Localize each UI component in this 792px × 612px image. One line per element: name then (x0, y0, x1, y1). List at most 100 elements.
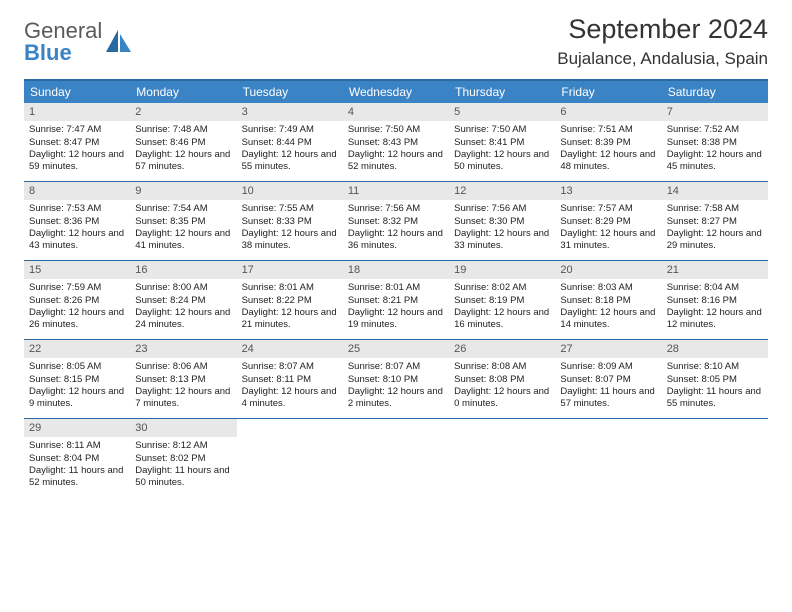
sunrise-line: Sunrise: 7:56 AM (454, 203, 550, 215)
day-body: Sunrise: 8:07 AMSunset: 8:11 PMDaylight:… (237, 360, 343, 414)
day-body: Sunrise: 8:05 AMSunset: 8:15 PMDaylight:… (24, 360, 130, 414)
weekday-header: Thursday (449, 81, 555, 103)
day-number: 6 (555, 103, 661, 121)
sunset-line: Sunset: 8:46 PM (135, 137, 231, 149)
day-body: Sunrise: 8:00 AMSunset: 8:24 PMDaylight:… (130, 281, 236, 335)
sunrise-line: Sunrise: 8:03 AM (560, 282, 656, 294)
sunrise-line: Sunrise: 8:02 AM (454, 282, 550, 294)
weeks-container: 1Sunrise: 7:47 AMSunset: 8:47 PMDaylight… (24, 103, 768, 497)
daylight-line: Daylight: 12 hours and 7 minutes. (135, 386, 231, 411)
day-cell: 24 Sunrise: 8:07 AMSunset: 8:11 PMDayligh… (237, 340, 343, 418)
day-body: Sunrise: 8:06 AMSunset: 8:13 PMDaylight:… (130, 360, 236, 414)
sunset-line: Sunset: 8:16 PM (667, 295, 763, 307)
sunset-line: Sunset: 8:02 PM (135, 453, 231, 465)
day-body: Sunrise: 7:48 AMSunset: 8:46 PMDaylight:… (130, 123, 236, 177)
day-number: 21 (662, 261, 768, 279)
sunset-line: Sunset: 8:26 PM (29, 295, 125, 307)
day-body: Sunrise: 8:11 AMSunset: 8:04 PMDaylight:… (24, 439, 130, 493)
day-cell: 4Sunrise: 7:50 AMSunset: 8:43 PMDaylight… (343, 103, 449, 181)
day-body: Sunrise: 7:53 AMSunset: 8:36 PMDaylight:… (24, 202, 130, 256)
sunrise-line: Sunrise: 8:11 AM (29, 440, 125, 452)
calendar-grid: SundayMondayTuesdayWednesdayThursdayFrid… (24, 79, 768, 497)
weekday-header: Tuesday (237, 81, 343, 103)
weekday-header: Sunday (24, 81, 130, 103)
sunrise-line: Sunrise: 8:04 AM (667, 282, 763, 294)
title-block: September 2024 Bujalance, Andalusia, Spa… (557, 14, 768, 69)
daylight-line: Daylight: 12 hours and 59 minutes. (29, 149, 125, 174)
daylight-line: Daylight: 12 hours and 21 minutes. (242, 307, 338, 332)
day-number: 9 (130, 182, 236, 200)
day-body: Sunrise: 8:01 AMSunset: 8:21 PMDaylight:… (343, 281, 449, 335)
daylight-line: Daylight: 12 hours and 4 minutes. (242, 386, 338, 411)
day-cell: 23Sunrise: 8:06 AMSunset: 8:13 PMDayligh… (130, 340, 236, 418)
daylight-line: Daylight: 12 hours and 33 minutes. (454, 228, 550, 253)
day-cell: 29Sunrise: 8:11 AMSunset: 8:04 PMDayligh… (24, 419, 130, 497)
daylight-line: Daylight: 12 hours and 0 minutes. (454, 386, 550, 411)
week-row: 15Sunrise: 7:59 AMSunset: 8:26 PMDayligh… (24, 261, 768, 340)
day-number: 17 (237, 261, 343, 279)
sunset-line: Sunset: 8:21 PM (348, 295, 444, 307)
day-cell: 12Sunrise: 7:56 AMSunset: 8:30 PMDayligh… (449, 182, 555, 260)
day-number: 24 (237, 340, 343, 358)
day-number: 7 (662, 103, 768, 121)
day-body: Sunrise: 8:02 AMSunset: 8:19 PMDaylight:… (449, 281, 555, 335)
brand-sail-icon (104, 28, 134, 56)
daylight-line: Daylight: 12 hours and 19 minutes. (348, 307, 444, 332)
sunset-line: Sunset: 8:27 PM (667, 216, 763, 228)
empty-cell (555, 419, 661, 497)
day-cell: 1Sunrise: 7:47 AMSunset: 8:47 PMDaylight… (24, 103, 130, 181)
daylight-line: Daylight: 12 hours and 48 minutes. (560, 149, 656, 174)
sunset-line: Sunset: 8:04 PM (29, 453, 125, 465)
daylight-line: Daylight: 12 hours and 52 minutes. (348, 149, 444, 174)
sunset-line: Sunset: 8:36 PM (29, 216, 125, 228)
daylight-line: Daylight: 12 hours and 26 minutes. (29, 307, 125, 332)
day-body: Sunrise: 7:55 AMSunset: 8:33 PMDaylight:… (237, 202, 343, 256)
day-cell: 11Sunrise: 7:56 AMSunset: 8:32 PMDayligh… (343, 182, 449, 260)
sunset-line: Sunset: 8:41 PM (454, 137, 550, 149)
day-cell: 13Sunrise: 7:57 AMSunset: 8:29 PMDayligh… (555, 182, 661, 260)
sunset-line: Sunset: 8:07 PM (560, 374, 656, 386)
sunrise-line: Sunrise: 7:56 AM (348, 203, 444, 215)
day-cell: 17 Sunrise: 8:01 AMSunset: 8:22 PMDayligh… (237, 261, 343, 339)
day-number: 28 (662, 340, 768, 358)
weekday-header: Saturday (662, 81, 768, 103)
day-body: Sunrise: 8:01 AMSunset: 8:22 PMDaylight:… (237, 281, 343, 335)
location-label: Bujalance, Andalusia, Spain (557, 49, 768, 69)
sunset-line: Sunset: 8:15 PM (29, 374, 125, 386)
sunrise-line: Sunrise: 7:52 AM (667, 124, 763, 136)
sunset-line: Sunset: 8:32 PM (348, 216, 444, 228)
day-number: 1 (24, 103, 130, 121)
day-body: Sunrise: 8:03 AMSunset: 8:18 PMDaylight:… (555, 281, 661, 335)
weekday-header-row: SundayMondayTuesdayWednesdayThursdayFrid… (24, 81, 768, 103)
day-cell: 28Sunrise: 8:10 AMSunset: 8:05 PMDayligh… (662, 340, 768, 418)
sunset-line: Sunset: 8:10 PM (348, 374, 444, 386)
brand-text: General Blue (24, 20, 102, 64)
empty-cell (237, 419, 343, 497)
week-row: 8Sunrise: 7:53 AMSunset: 8:36 PMDaylight… (24, 182, 768, 261)
day-body: Sunrise: 7:54 AMSunset: 8:35 PMDaylight:… (130, 202, 236, 256)
sunset-line: Sunset: 8:13 PM (135, 374, 231, 386)
day-body: Sunrise: 7:56 AMSunset: 8:32 PMDaylight:… (343, 202, 449, 256)
day-body: Sunrise: 7:50 AMSunset: 8:41 PMDaylight:… (449, 123, 555, 177)
day-number: 16 (130, 261, 236, 279)
sunrise-line: Sunrise: 8:00 AM (135, 282, 231, 294)
sunset-line: Sunset: 8:22 PM (242, 295, 338, 307)
day-body: Sunrise: 8:07 AMSunset: 8:10 PMDaylight:… (343, 360, 449, 414)
sunset-line: Sunset: 8:39 PM (560, 137, 656, 149)
daylight-line: Daylight: 12 hours and 45 minutes. (667, 149, 763, 174)
sunrise-line: Sunrise: 8:06 AM (135, 361, 231, 373)
daylight-line: Daylight: 12 hours and 2 minutes. (348, 386, 444, 411)
week-row: 22Sunrise: 8:05 AMSunset: 8:15 PMDayligh… (24, 340, 768, 419)
day-cell: 15Sunrise: 7:59 AMSunset: 8:26 PMDayligh… (24, 261, 130, 339)
day-number: 2 (130, 103, 236, 121)
day-body: Sunrise: 7:52 AMSunset: 8:38 PMDaylight:… (662, 123, 768, 177)
sunset-line: Sunset: 8:38 PM (667, 137, 763, 149)
sunrise-line: Sunrise: 8:05 AM (29, 361, 125, 373)
day-cell: 25 Sunrise: 8:07 AMSunset: 8:10 PMDayligh… (343, 340, 449, 418)
day-body: Sunrise: 7:51 AMSunset: 8:39 PMDaylight:… (555, 123, 661, 177)
day-number: 25 (343, 340, 449, 358)
day-cell: 16 Sunrise: 8:00 AMSunset: 8:24 PMDayligh… (130, 261, 236, 339)
sunset-line: Sunset: 8:44 PM (242, 137, 338, 149)
daylight-line: Daylight: 12 hours and 41 minutes. (135, 228, 231, 253)
day-cell: 21Sunrise: 8:04 AMSunset: 8:16 PMDayligh… (662, 261, 768, 339)
